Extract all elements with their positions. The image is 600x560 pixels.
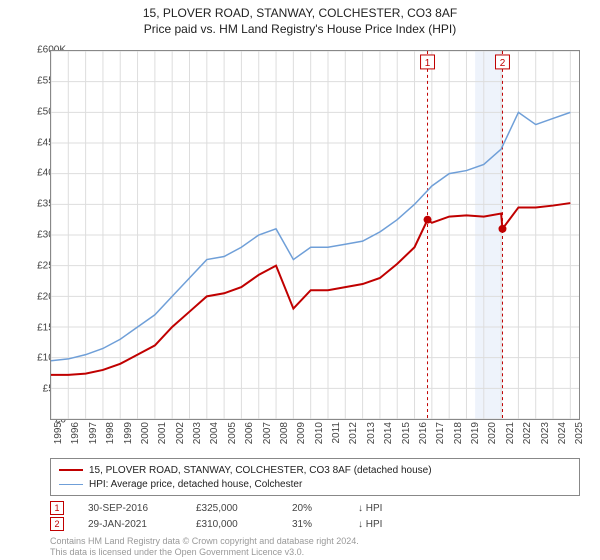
x-tick-label: 2017 <box>435 422 446 452</box>
x-tick-label: 2022 <box>522 422 533 452</box>
x-tick-label: 2024 <box>557 422 568 452</box>
legend: 15, PLOVER ROAD, STANWAY, COLCHESTER, CO… <box>50 458 580 496</box>
marker-1-price: £325,000 <box>196 503 286 514</box>
x-tick-label: 2004 <box>209 422 220 452</box>
x-tick-label: 2025 <box>574 422 585 452</box>
marker-row-2: 2 29-JAN-2021 £310,000 31% ↓ HPI <box>50 516 580 532</box>
marker-table: 1 30-SEP-2016 £325,000 20% ↓ HPI 2 29-JA… <box>50 500 580 532</box>
marker-2-price: £310,000 <box>196 519 286 530</box>
x-tick-label: 2005 <box>227 422 238 452</box>
x-tick-label: 2012 <box>348 422 359 452</box>
x-tick-label: 1998 <box>105 422 116 452</box>
footer-line1: Contains HM Land Registry data © Crown c… <box>50 536 359 547</box>
legend-row-hpi: HPI: Average price, detached house, Colc… <box>59 477 571 491</box>
x-tick-label: 2020 <box>487 422 498 452</box>
marker-badge-1: 1 <box>50 501 64 515</box>
x-tick-label: 2003 <box>192 422 203 452</box>
x-tick-label: 2011 <box>331 422 342 452</box>
x-tick-label: 2000 <box>140 422 151 452</box>
legend-swatch-property <box>59 469 83 471</box>
legend-swatch-hpi <box>59 484 83 485</box>
x-tick-label: 2013 <box>366 422 377 452</box>
legend-label-hpi: HPI: Average price, detached house, Colc… <box>89 479 302 490</box>
chart-svg: 12 <box>51 51 579 419</box>
svg-text:2: 2 <box>500 58 506 69</box>
x-tick-label: 2008 <box>279 422 290 452</box>
marker-2-date: 29-JAN-2021 <box>70 519 190 530</box>
legend-label-property: 15, PLOVER ROAD, STANWAY, COLCHESTER, CO… <box>89 465 432 476</box>
legend-row-property: 15, PLOVER ROAD, STANWAY, COLCHESTER, CO… <box>59 463 571 477</box>
x-tick-label: 2021 <box>505 422 516 452</box>
marker-1-date: 30-SEP-2016 <box>70 503 190 514</box>
x-tick-label: 1995 <box>53 422 64 452</box>
x-tick-label: 1997 <box>88 422 99 452</box>
x-tick-label: 1996 <box>70 422 81 452</box>
marker-1-arrow: ↓ HPI <box>358 503 398 514</box>
chart-title-block: 15, PLOVER ROAD, STANWAY, COLCHESTER, CO… <box>0 0 600 36</box>
x-tick-label: 2023 <box>540 422 551 452</box>
footer-attribution: Contains HM Land Registry data © Crown c… <box>50 536 359 558</box>
chart-plot-area: 12 <box>50 50 580 420</box>
x-tick-label: 2007 <box>262 422 273 452</box>
marker-row-1: 1 30-SEP-2016 £325,000 20% ↓ HPI <box>50 500 580 516</box>
x-tick-label: 2009 <box>296 422 307 452</box>
x-tick-label: 1999 <box>123 422 134 452</box>
x-tick-label: 2018 <box>453 422 464 452</box>
x-tick-label: 2016 <box>418 422 429 452</box>
footer-line2: This data is licensed under the Open Gov… <box>50 547 359 558</box>
marker-1-pct: 20% <box>292 503 352 514</box>
marker-2-arrow: ↓ HPI <box>358 519 398 530</box>
x-tick-label: 2001 <box>157 422 168 452</box>
marker-2-pct: 31% <box>292 519 352 530</box>
svg-text:1: 1 <box>425 58 431 69</box>
x-tick-label: 2014 <box>383 422 394 452</box>
x-tick-label: 2010 <box>314 422 325 452</box>
marker-badge-2: 2 <box>50 517 64 531</box>
chart-subtitle: Price paid vs. HM Land Registry's House … <box>0 22 600 36</box>
x-tick-label: 2015 <box>401 422 412 452</box>
x-tick-label: 2019 <box>470 422 481 452</box>
chart-title: 15, PLOVER ROAD, STANWAY, COLCHESTER, CO… <box>0 6 600 20</box>
x-tick-label: 2002 <box>175 422 186 452</box>
x-tick-label: 2006 <box>244 422 255 452</box>
